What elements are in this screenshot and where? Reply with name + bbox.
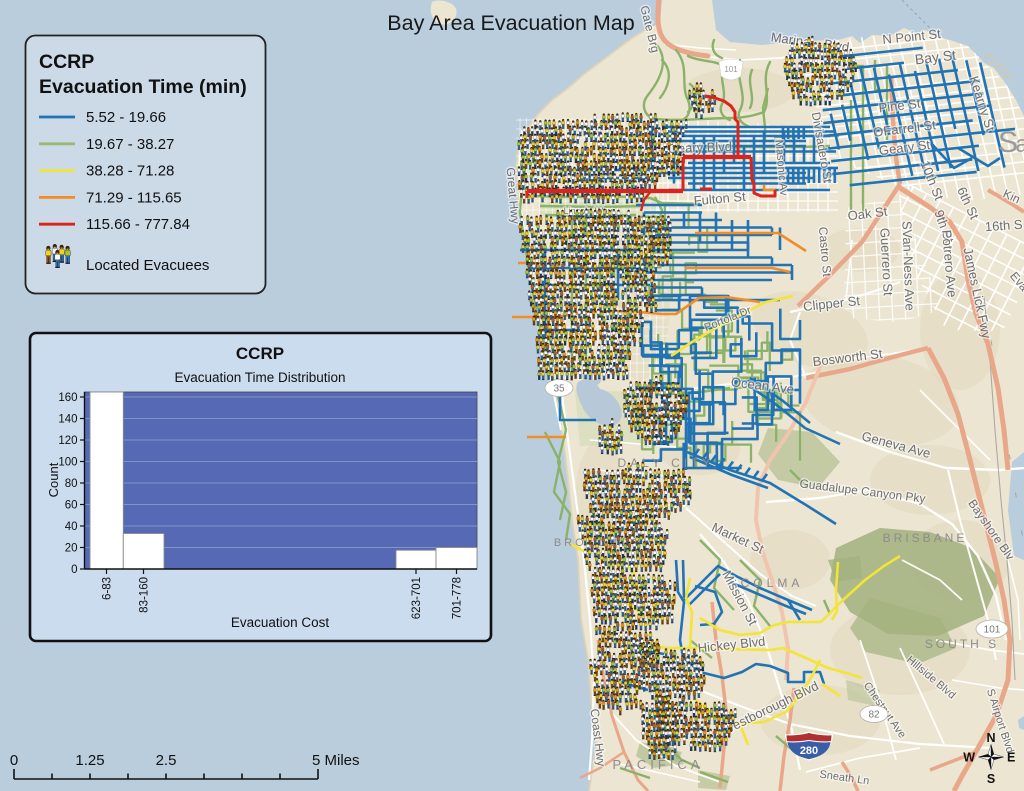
svg-text:120: 120: [58, 435, 77, 447]
svg-text:Guerrero St: Guerrero St: [877, 227, 896, 296]
svg-text:Fulton St: Fulton St: [693, 189, 747, 209]
svg-text:W: W: [963, 751, 975, 765]
svg-text:S: S: [987, 772, 995, 786]
svg-text:CCRP: CCRP: [39, 51, 94, 73]
svg-text:19.67 - 38.27: 19.67 - 38.27: [86, 136, 174, 153]
svg-text:80: 80: [65, 478, 78, 490]
svg-text:PACIFICA: PACIFICA: [613, 757, 704, 772]
svg-text:623-701: 623-701: [411, 577, 423, 619]
svg-text:Evacuation Time (min): Evacuation Time (min): [39, 76, 247, 98]
svg-text:5.52 - 19.66: 5.52 - 19.66: [86, 109, 166, 126]
svg-text:Bay St: Bay St: [914, 47, 957, 68]
svg-text:DALY CITY: DALY CITY: [618, 456, 715, 470]
svg-text:COLMA: COLMA: [741, 576, 804, 590]
svg-text:Clipper St: Clipper St: [802, 293, 861, 314]
svg-text:Evacuation Cost: Evacuation Cost: [231, 615, 330, 630]
svg-text:Count: Count: [46, 462, 61, 497]
svg-text:40: 40: [65, 521, 78, 533]
svg-text:16th S: 16th S: [984, 217, 1023, 235]
svg-text:115.66 - 777.84: 115.66 - 777.84: [86, 216, 190, 233]
svg-text:35: 35: [553, 384, 565, 395]
svg-text:0: 0: [71, 564, 77, 576]
svg-text:82: 82: [868, 710, 880, 721]
svg-text:71.29 - 115.65: 71.29 - 115.65: [86, 189, 182, 206]
svg-text:Great Hwy: Great Hwy: [504, 167, 523, 225]
svg-text:Oak St: Oak St: [847, 204, 889, 224]
svg-text:20: 20: [65, 543, 78, 555]
svg-text:83-160: 83-160: [139, 577, 151, 613]
svg-text:S: S: [998, 126, 1018, 159]
svg-text:Located Evacuees: Located Evacuees: [86, 257, 209, 274]
svg-text:Bay Area Evacuation Map: Bay Area Evacuation Map: [387, 11, 634, 35]
svg-text:140: 140: [58, 414, 77, 426]
svg-text:5 Miles: 5 Miles: [312, 752, 360, 769]
svg-text:SVan-Ness Ave: SVan-Ness Ave: [899, 221, 917, 311]
svg-text:BRISBANE: BRISBANE: [883, 531, 968, 545]
svg-text:100: 100: [58, 457, 77, 469]
svg-text:Castro St: Castro St: [816, 226, 834, 278]
svg-text:Evacuation Time Distribution: Evacuation Time Distribution: [174, 370, 345, 385]
svg-text:N: N: [986, 731, 995, 745]
svg-text:701-778: 701-778: [452, 577, 464, 619]
svg-text:1.25: 1.25: [75, 752, 104, 769]
svg-text:101: 101: [984, 625, 1001, 636]
svg-text:CCRP: CCRP: [236, 344, 284, 363]
svg-text:60: 60: [65, 500, 78, 512]
svg-text:101: 101: [724, 65, 738, 74]
svg-text:Pine St: Pine St: [878, 95, 922, 115]
svg-text:38.28 - 71.28: 38.28 - 71.28: [86, 163, 174, 180]
svg-text:E: E: [1007, 751, 1015, 765]
svg-text:SOUTH S: SOUTH S: [925, 637, 999, 651]
svg-text:6-83: 6-83: [102, 577, 114, 600]
svg-text:2.5: 2.5: [156, 752, 177, 769]
svg-text:Geary Blvd: Geary Blvd: [667, 139, 732, 156]
svg-text:280: 280: [800, 745, 818, 757]
svg-text:a: a: [1015, 131, 1024, 158]
svg-text:Lincoln Way: Lincoln Way: [564, 206, 613, 216]
svg-text:160: 160: [58, 392, 77, 404]
svg-text:Potrero Ave: Potrero Ave: [939, 229, 960, 298]
svg-text:0: 0: [10, 752, 18, 769]
